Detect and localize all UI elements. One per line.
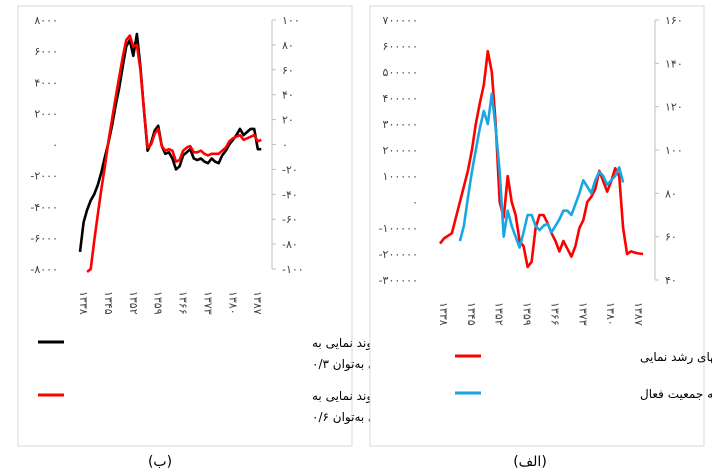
legend-label-2: نسبت تولید به جمعیت فعال — [640, 387, 712, 402]
left-y-tick-label: -۶۰۰۰ — [30, 232, 58, 245]
panel-alef-axes: -۳۰۰۰۰۰ -۲۰۰۰۰۰ -۱۰۰۰۰۰ ۰ ۱۰۰۰۰۰ ۲۰۰۰۰۰ ۳۰۰۰۰۰… — [379, 14, 683, 326]
left-y-tick-label: ۴۰۰۰۰۰ — [383, 92, 418, 105]
left-y-tick-label: ۲۰۰۰۰۰ — [383, 144, 418, 157]
left-y-tick-label: -۸۰۰۰ — [30, 263, 58, 276]
right-y-tick-label: ۶۰ — [665, 231, 677, 244]
x-tick-label: ۱۳۸۷ — [632, 302, 645, 326]
x-tick-label: ۱۳۵۲ — [127, 291, 140, 315]
right-y-tick-label: ۴۰ — [665, 274, 677, 287]
x-tick-label: ۱۳۸۰ — [226, 291, 239, 315]
x-tick-label: ۱۳۵۹ — [521, 302, 534, 326]
left-y-tick-label: ۰ — [52, 139, 58, 152]
right-y-tick-label: -۱۰۰ — [282, 263, 304, 276]
right-y-tick-label: ۱۲۰ — [665, 101, 683, 114]
x-tick-label: ۱۳۵۲ — [493, 302, 506, 326]
right-y-tick-label: ۱۶۰ — [665, 14, 683, 27]
right-y-tick-label: -۲۰ — [282, 163, 298, 176]
right-y-tick-label: ۸۰ — [665, 187, 677, 200]
series-line-2 — [86, 34, 262, 273]
series-line-1 — [438, 49, 644, 269]
panel-alef-caption: (الف) — [513, 454, 547, 470]
panel-b-frame — [17, 5, 353, 447]
x-tick-label: ۱۳۸۰ — [604, 302, 617, 326]
x-tick-label: ۱۳۶۶ — [177, 291, 190, 315]
left-y-tick-label: ۶۰۰۰ — [34, 45, 58, 58]
chart-panel-alef: -۳۰۰۰۰۰ -۲۰۰۰۰۰ -۱۰۰۰۰۰ ۰ ۱۰۰۰۰۰ ۲۰۰۰۰۰ ۳۰۰۰۰۰… — [369, 5, 712, 447]
right-y-tick-label: ۱۰۰ — [665, 144, 683, 157]
x-tick-label: ۱۳۴۵ — [465, 302, 478, 326]
right-y-tick-label: ۱۴۰ — [665, 57, 683, 70]
left-y-tick-label: ۶۰۰۰۰۰ — [383, 40, 418, 53]
right-y-tick-label: ۰ — [282, 139, 288, 152]
left-y-tick-label: ۰ — [412, 196, 418, 209]
panel-b-axes: -۸۰۰۰ -۶۰۰۰ -۴۰۰۰ -۲۰۰۰ ۰ ۲۰۰۰ ۴۰۰۰ ۶۰۰۰ ۸۰۰۰ -۱۰… — [30, 14, 303, 315]
panel-b-caption: (ب) — [148, 454, 172, 470]
right-y-tick-label: ۸۰ — [282, 39, 294, 52]
x-tick-label: ۱۳۸۷ — [251, 291, 264, 315]
left-y-tick-label: -۴۰۰۰ — [30, 201, 58, 214]
panel-alef-legend: تولید منهای رشد نمایی نسبت تولید به جمعیت… — [455, 350, 712, 402]
left-y-tick-label: ۵۰۰۰۰۰ — [383, 66, 418, 79]
left-y-tick-label: -۲۰۰۰۰۰ — [379, 248, 418, 261]
left-y-tick-label: -۱۰۰۰۰۰ — [379, 222, 418, 235]
left-y-tick-label: ۲۰۰۰ — [34, 107, 58, 120]
left-y-tick-label: -۳۰۰۰۰۰ — [379, 274, 418, 287]
right-y-tick-label: -۸۰ — [282, 238, 298, 251]
x-tick-label: ۱۳۷۳ — [201, 291, 214, 315]
left-y-tick-label: ۳۰۰۰۰۰ — [383, 118, 418, 131]
right-y-tick-label: -۴۰ — [282, 188, 298, 201]
right-y-tick-label: ۲۰ — [282, 114, 294, 127]
chart-panel-b: -۸۰۰۰-۶۰۰۰-۴۰۰۰-۲۰۰۰۰۲۰۰۰۴۰۰۰۶۰۰۰۸۰۰۰-۱۰… — [17, 5, 476, 447]
left-y-tick-label: ۸۰۰۰ — [34, 14, 58, 27]
x-tick-label: ۱۳۷۳ — [576, 302, 589, 326]
series-line-2 — [458, 92, 625, 249]
right-y-tick-label: -۶۰ — [282, 213, 298, 226]
left-y-tick-label: ۷۰۰۰۰۰ — [383, 14, 418, 27]
x-tick-label: ۱۳۳۸ — [77, 291, 90, 315]
right-y-tick-label: ۴۰ — [282, 89, 294, 102]
panel-alef-lines — [438, 49, 644, 269]
left-y-tick-label: ۴۰۰۰ — [34, 76, 58, 89]
legend-label-1: تولید منهای رشد نمایی — [640, 350, 712, 365]
right-y-tick-label: ۱۰۰ — [282, 14, 300, 27]
x-tick-label: ۱۳۵۹ — [152, 291, 165, 315]
x-tick-label: ۱۳۳۸ — [437, 302, 450, 326]
panel-b-lines — [78, 32, 262, 273]
x-tick-label: ۱۳۴۵ — [102, 291, 115, 315]
right-y-tick-label: ۶۰ — [282, 64, 294, 77]
left-y-tick-label: ۱۰۰۰۰۰ — [383, 170, 418, 183]
left-y-tick-label: -۲۰۰۰ — [30, 170, 58, 183]
x-tick-label: ۱۳۶۶ — [548, 302, 561, 326]
